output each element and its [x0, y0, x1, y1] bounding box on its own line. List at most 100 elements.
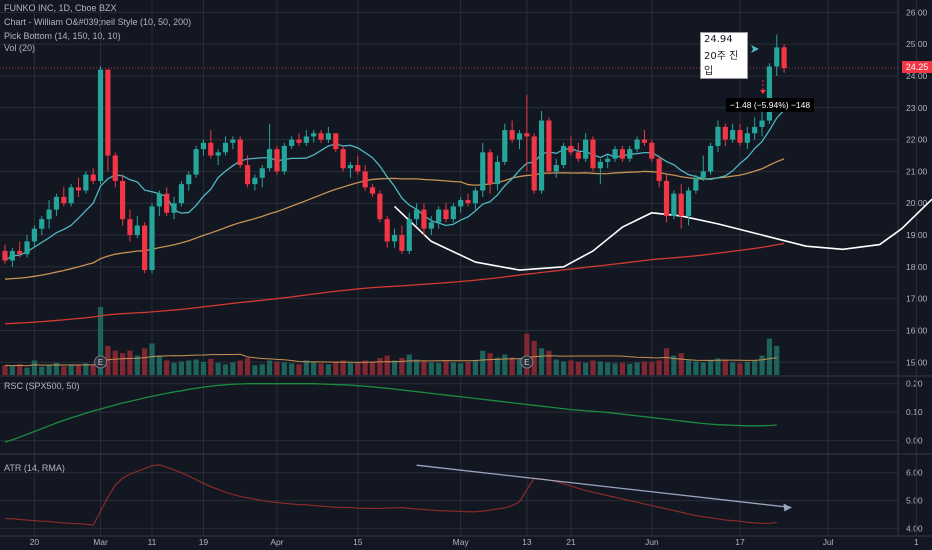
volume-bar: [333, 361, 339, 375]
volume-bar: [24, 367, 30, 375]
candle-body: [399, 235, 405, 251]
candle-body: [656, 158, 662, 181]
candle-body: [663, 180, 670, 216]
x-tick-label: 19: [199, 537, 209, 547]
volume-bar: [605, 362, 611, 375]
volume-bar: [612, 363, 618, 375]
candle-body: [53, 196, 60, 210]
volume-bar: [186, 360, 192, 375]
candle-body: [149, 206, 155, 271]
candle-body: [391, 235, 398, 242]
volume-bar: [61, 366, 67, 375]
volume-bar: [164, 360, 170, 375]
volume-bar: [774, 345, 780, 375]
legend-title: FUNKO INC, 1D, Cboe BZX: [4, 3, 117, 13]
candle-body: [678, 193, 684, 216]
volume-bar: [193, 359, 199, 375]
x-tick-label: 15: [353, 537, 363, 547]
x-tick-label: 21: [566, 537, 576, 547]
volume-bar: [340, 360, 346, 375]
candle-body: [222, 142, 229, 153]
candle-body: [215, 152, 221, 156]
volume-bar: [708, 360, 714, 375]
candle-body: [127, 219, 133, 236]
volume-bar: [480, 350, 486, 375]
volume-bar: [465, 361, 471, 375]
rsc-y-tick-label: 0.20: [906, 379, 923, 389]
candle-body: [39, 219, 45, 229]
candle-body: [597, 161, 603, 169]
candle-body: [619, 149, 625, 159]
volume-bar: [759, 355, 765, 375]
candle-body: [90, 174, 96, 181]
candle-body: [568, 145, 574, 153]
volume-bar: [237, 360, 243, 375]
entry-annotation[interactable]: 24.94 20주 진입: [700, 32, 748, 79]
volume-bar: [406, 354, 412, 375]
volume-bar: [296, 364, 302, 375]
volume-bar: [553, 359, 559, 375]
candle-body: [105, 69, 111, 156]
candle-body: [458, 200, 464, 207]
volume-bar: [200, 361, 207, 375]
atr-y-tick-label: 5.00: [906, 496, 923, 506]
volume-bar: [693, 361, 699, 375]
candle-body: [421, 209, 427, 229]
volume-bar: [377, 358, 383, 375]
volume-bar: [737, 363, 743, 375]
candle-body: [274, 149, 280, 172]
volume-bar: [663, 348, 670, 375]
volume-bar: [53, 362, 60, 375]
volume-bar: [583, 362, 589, 375]
volume-bar: [494, 357, 501, 375]
volume-bar: [369, 362, 376, 375]
volume-bar: [671, 355, 677, 375]
candle-body: [428, 222, 434, 229]
volume-bar: [524, 333, 530, 375]
candle-body: [156, 193, 162, 207]
candle-body: [134, 225, 140, 236]
volume-bar: [105, 345, 111, 375]
candle-body: [311, 133, 317, 137]
atr-trendline: [416, 464, 792, 509]
volume-bar: [289, 363, 295, 375]
candle-body: [516, 133, 523, 140]
volume-bar: [230, 362, 236, 375]
candle-body: [267, 149, 273, 169]
volume-bar: [267, 360, 273, 375]
volume-bar: [171, 362, 177, 375]
candle-body: [377, 193, 383, 220]
candle-body: [333, 133, 339, 150]
atr-trendline-arrowhead: [783, 503, 792, 512]
candle-body: [112, 155, 118, 181]
rsc-pane-label: RSC (SPX500, 50): [4, 381, 80, 391]
volume-bar: [590, 360, 596, 375]
x-tick-label: Jul: [823, 537, 834, 547]
volume-bar: [68, 364, 74, 375]
candle-body: [590, 139, 596, 169]
pick-bottom-curve: [393, 198, 932, 271]
legend-pick-bottom: Pick Bottom (14, 150, 10, 10): [4, 31, 121, 41]
candle-body: [575, 152, 581, 159]
volume-bar: [90, 364, 96, 375]
entry-arrow-icon: [751, 45, 759, 53]
candle-body: [46, 209, 52, 220]
candle-body: [487, 152, 493, 185]
x-tick-label: 17: [735, 537, 745, 547]
volume-bar: [384, 355, 390, 375]
volume-bar: [31, 360, 37, 375]
volume-bar: [575, 361, 581, 375]
volume-bar: [678, 353, 684, 375]
candle-body: [700, 171, 706, 178]
volume-bar: [274, 361, 280, 375]
candle-body: [384, 219, 390, 242]
volume-bar: [722, 360, 728, 375]
rsc-y-tick-label: 0.10: [906, 407, 923, 417]
candle-body: [465, 200, 471, 204]
x-tick-label: Apr: [270, 537, 283, 547]
volume-bar: [685, 360, 692, 375]
volume-bar: [347, 362, 354, 375]
